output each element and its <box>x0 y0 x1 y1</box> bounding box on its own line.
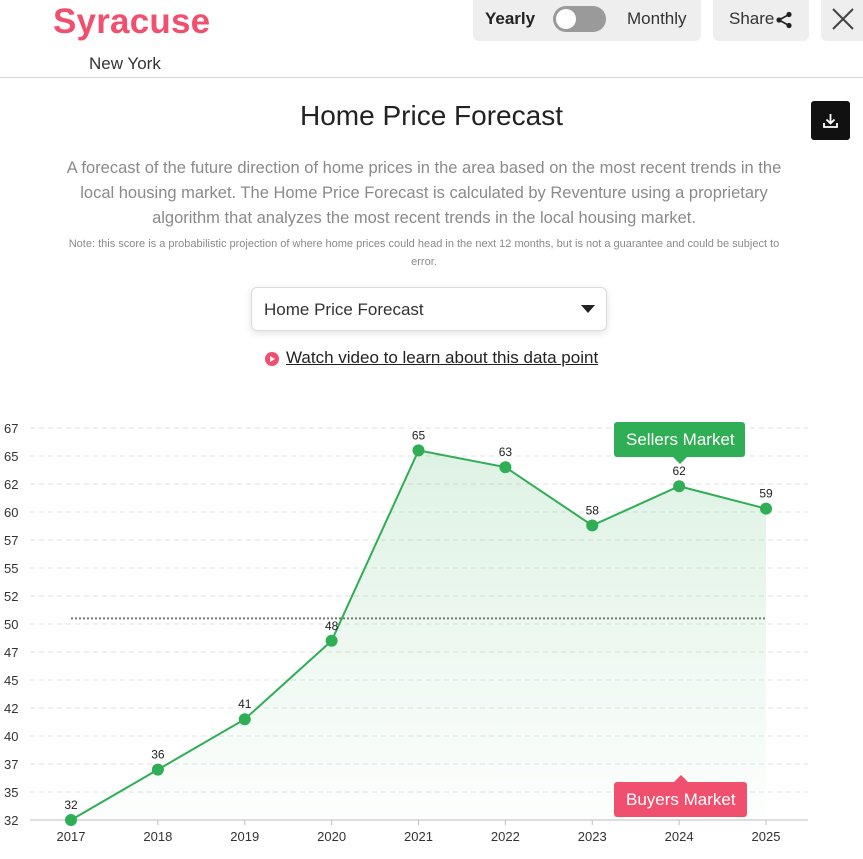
data-label: 36 <box>151 748 165 762</box>
data-point <box>673 480 686 493</box>
y-tick-label: 60 <box>4 505 18 520</box>
x-tick-label: 2025 <box>752 829 781 844</box>
data-point <box>238 713 251 726</box>
page-header: Syracuse New York Yearly Monthly Share <box>0 0 863 78</box>
data-point <box>499 461 512 474</box>
y-tick-label: 32 <box>4 813 18 828</box>
share-label: Share <box>729 9 775 28</box>
y-tick-label: 42 <box>4 701 18 716</box>
toggle-yearly-label[interactable]: Yearly <box>485 9 536 28</box>
close-button[interactable] <box>821 0 863 41</box>
y-tick-label: 52 <box>4 589 18 604</box>
frequency-toggle: Yearly Monthly <box>473 0 701 41</box>
play-icon <box>265 352 279 366</box>
series-area <box>71 450 766 820</box>
x-tick-label: 2021 <box>404 829 433 844</box>
data-label: 59 <box>759 487 773 501</box>
close-icon <box>832 8 854 30</box>
x-tick-label: 2020 <box>317 829 346 844</box>
x-tick-label: 2018 <box>143 829 172 844</box>
y-tick-label: 57 <box>4 533 18 548</box>
x-tick-label: 2023 <box>578 829 607 844</box>
forecast-chart-svg: 32 35 37 40 42 45 47 50 52 55 57 60 62 65 67 2017 2018 20… <box>4 421 808 844</box>
data-point <box>412 444 425 457</box>
city-name: Syracuse <box>53 2 211 41</box>
data-label: 58 <box>586 503 600 517</box>
y-tick-label: 62 <box>4 477 18 492</box>
switch-knob <box>556 9 576 29</box>
y-tick-label: 67 <box>4 421 18 436</box>
y-tick-label: 45 <box>4 673 18 688</box>
state-name: New York <box>89 54 161 73</box>
data-label: 41 <box>238 697 252 711</box>
toggle-monthly-label[interactable]: Monthly <box>627 9 687 28</box>
download-button[interactable] <box>811 101 850 140</box>
page-title: Home Price Forecast <box>300 100 563 131</box>
datapoint-select-value: Home Price Forecast <box>264 300 424 319</box>
data-point <box>151 763 164 776</box>
caret-down-icon <box>581 305 595 313</box>
buyers-market-badge: Buyers Market <box>614 775 747 817</box>
share-icon <box>776 11 792 29</box>
data-point <box>760 502 772 515</box>
datapoint-select[interactable]: Home Price Forecast <box>251 287 607 331</box>
y-tick-label: 55 <box>4 561 18 576</box>
share-button[interactable]: Share <box>713 0 809 41</box>
forecast-chart: 32 35 37 40 42 45 47 50 52 55 57 60 62 65 67 2017 2018 20… <box>0 410 863 859</box>
data-label: 32 <box>64 798 78 812</box>
x-tick-label: 2019 <box>230 829 259 844</box>
data-label: 65 <box>412 428 426 442</box>
data-label: 48 <box>325 619 339 633</box>
sellers-market-badge: Sellers Market <box>614 422 745 464</box>
data-point <box>65 814 77 826</box>
y-tick-label: 47 <box>4 645 18 660</box>
description-text: A forecast of the future direction of ho… <box>66 159 782 227</box>
frequency-switch[interactable] <box>553 6 606 32</box>
y-tick-label: 50 <box>4 617 18 632</box>
data-point <box>586 519 599 532</box>
y-tick-label: 65 <box>4 449 18 464</box>
watch-video-text: Watch video to learn about this data poi… <box>286 348 599 367</box>
data-point <box>325 634 338 647</box>
data-label: 62 <box>672 464 686 478</box>
y-tick-label: 37 <box>4 757 18 772</box>
y-tick-label: 35 <box>4 785 18 800</box>
download-icon <box>823 114 838 128</box>
data-label: 63 <box>499 445 513 459</box>
y-tick-label: 40 <box>4 729 18 744</box>
note-text: Note: this score is a probabilistic proj… <box>68 238 780 268</box>
x-tick-label: 2017 <box>57 829 86 844</box>
x-tick-label: 2022 <box>491 829 520 844</box>
x-tick-label: 2024 <box>665 829 694 844</box>
